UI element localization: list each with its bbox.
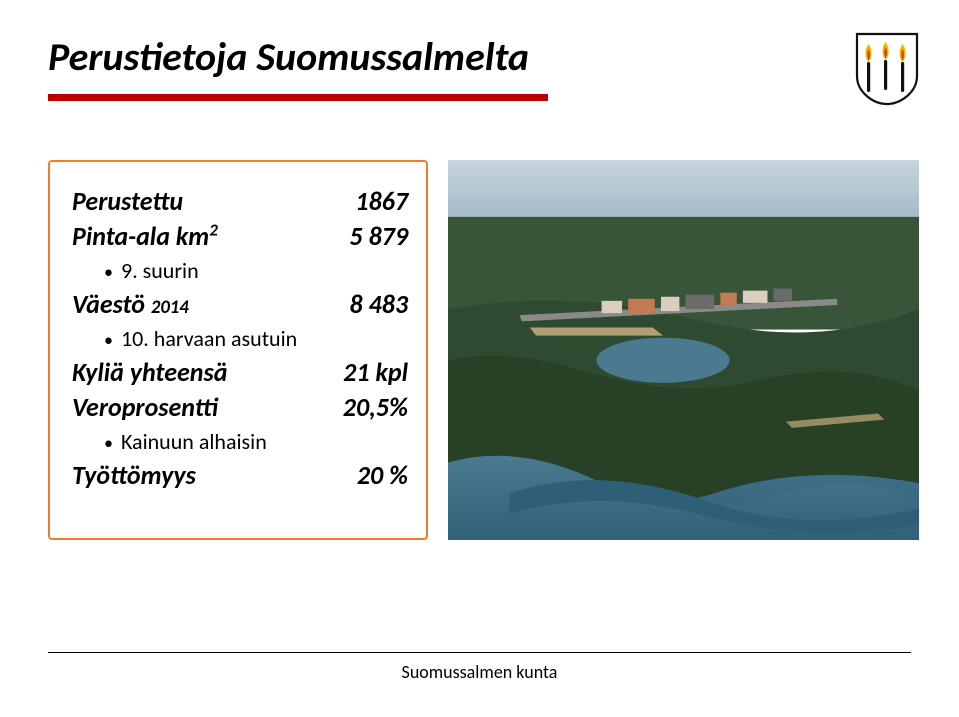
- aerial-photo: [448, 160, 919, 540]
- fact-row-unemployment: Työttömyys 20 %: [72, 458, 408, 493]
- page-title: Perustietoja Suomussalmelta: [48, 32, 529, 81]
- population-subnote: •10. harvaan asutuin: [72, 322, 408, 355]
- fact-row-tax: Veroprosentti 20,5%: [72, 390, 408, 425]
- fact-row-population: Väestö 2014 8 483: [72, 287, 408, 322]
- area-subnote: •9. suurin: [72, 254, 408, 287]
- fact-row-villages: Kyliä yhteensä 21 kpl: [72, 355, 408, 390]
- municipal-crest-icon: [855, 32, 919, 106]
- tax-value: 20,5%: [318, 390, 408, 425]
- villages-label: Kyliä yhteensä: [72, 355, 227, 390]
- fact-row-area: Pinta-ala km2 5 879: [72, 219, 408, 254]
- population-label: Väestö 2014: [72, 287, 189, 322]
- founded-value: 1867: [318, 184, 408, 219]
- unemployment-label: Työttömyys: [72, 458, 196, 493]
- footer-rule: [48, 652, 911, 653]
- tax-label: Veroprosentti: [72, 390, 218, 425]
- area-value: 5 879: [318, 219, 408, 254]
- unemployment-value: 20 %: [318, 458, 408, 493]
- tax-subnote: •Kainuun alhaisin: [72, 425, 408, 458]
- population-value: 8 483: [318, 287, 408, 322]
- area-label: Pinta-ala km2: [72, 219, 218, 254]
- fact-row-founded: Perustettu 1867: [72, 184, 408, 219]
- footer-text: Suomussalmen kunta: [0, 661, 959, 683]
- facts-box: Perustettu 1867 Pinta-ala km2 5 879 •9. …: [48, 160, 428, 540]
- founded-label: Perustettu: [72, 184, 183, 219]
- title-underline: [48, 94, 548, 101]
- villages-value: 21 kpl: [318, 355, 408, 390]
